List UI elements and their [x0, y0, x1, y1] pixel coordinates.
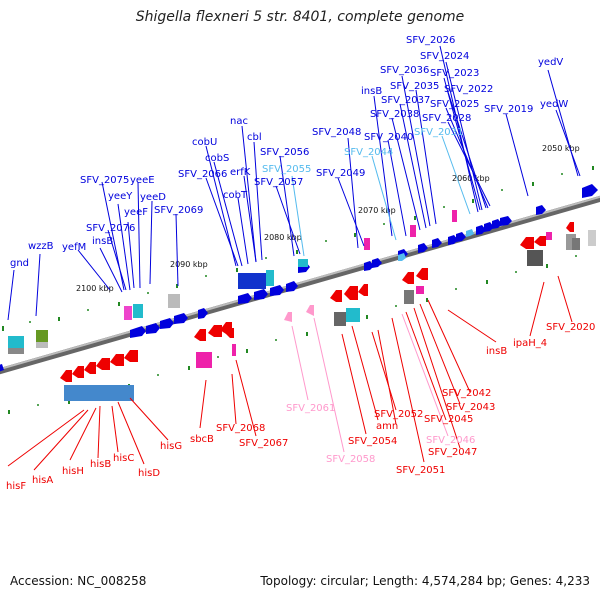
gene-label: SFV_2022	[444, 84, 493, 95]
tick-label: 2050 kbp	[542, 144, 580, 153]
gene-label: yeeE	[130, 175, 155, 186]
gene-label: SFV_2052	[374, 409, 423, 420]
forward-gene-labels: gnd wzzB yefM insB SFV_2076 yeeF yeeY SF…	[10, 35, 568, 269]
pseudo-label-lines	[291, 313, 449, 453]
gene-label: SFV_2056	[260, 147, 309, 158]
gene-label: ipaH_4	[513, 338, 547, 349]
gene-label: yeeF	[124, 207, 148, 218]
gene-label: SFV_2076	[86, 223, 135, 234]
kbp-labels: 2050 kbp 2060 kbp 2070 kbp 2080 kbp 2090…	[76, 144, 580, 293]
gene-label: SFV_2038	[370, 109, 419, 120]
gene-label: SFV_2020	[546, 322, 595, 333]
tick-label: 2060 kbp	[452, 174, 490, 183]
gene-label: SFV_2067	[239, 438, 288, 449]
gene-label: SFV_2028	[422, 113, 471, 124]
gene-label: SFV_2046	[426, 435, 475, 446]
gene-label: SFV_2035	[390, 81, 439, 92]
gene-label: yedW	[540, 99, 568, 110]
gene-label: SFV_2061	[286, 403, 335, 414]
forward-label-lines	[7, 45, 581, 321]
forward-gene-blocks	[8, 210, 596, 354]
gene-label: SFV_2068	[216, 423, 265, 434]
tick-label: 2080 kbp	[264, 233, 302, 242]
gene-label: hisG	[160, 441, 182, 452]
gene-label: cobT	[223, 190, 248, 201]
genome-title: Shigella flexneri 5 str. 8401, complete …	[135, 9, 465, 25]
gene-label: SFV_2043	[446, 402, 495, 413]
gene-label: hisB	[90, 459, 111, 470]
tick-label: 2070 kbp	[358, 206, 396, 215]
reverse-label-lines	[7, 275, 573, 471]
gene-label: yefM	[62, 242, 86, 253]
gene-label: yeeD	[140, 192, 166, 203]
gene-label: SFV_2040	[364, 132, 413, 143]
gene-label: cobU	[192, 137, 217, 148]
gene-label: hisA	[32, 475, 53, 486]
tick-track	[2, 166, 594, 414]
gene-label: insB	[486, 346, 507, 357]
gene-label: hisD	[138, 468, 160, 479]
gene-label: SFV_2047	[428, 447, 477, 458]
gene-label: SFV_2055	[262, 164, 311, 175]
gene-label: SFV_2069	[154, 205, 203, 216]
gene-label: SFV_2075	[80, 175, 129, 186]
gene-label: nac	[230, 116, 248, 127]
gene-label: yedV	[538, 57, 563, 68]
gene-label: amn	[376, 421, 398, 432]
genome-summary-text: Topology: circular; Length: 4,574,284 bp…	[260, 574, 590, 588]
gene-label: erfK	[230, 167, 251, 178]
gene-label: sbcB	[190, 434, 214, 445]
gene-label: wzzB	[28, 241, 54, 252]
gene-label: cbl	[247, 132, 262, 143]
reverse-gene-labels: hisF hisA hisH hisB hisC hisD hisG sbcB …	[6, 322, 595, 492]
gene-label: hisC	[113, 453, 134, 464]
reverse-gene-blocks	[64, 232, 580, 401]
gene-label: gnd	[10, 258, 29, 269]
pseudo-reverse-genes	[284, 305, 314, 322]
reverse-gene-arrows	[60, 222, 574, 382]
gene-label: SFV_2057	[254, 177, 303, 188]
gene-label: SFV_2031	[414, 127, 463, 138]
gene-label: hisF	[6, 481, 26, 492]
gene-label: cobS	[205, 153, 229, 164]
gene-label: SFV_2051	[396, 465, 445, 476]
gene-label: SFV_2049	[316, 168, 365, 179]
gene-label: SFV_2023	[430, 68, 479, 79]
forward-gene-arrows	[0, 184, 598, 372]
highlighted-forward-genes	[398, 229, 474, 261]
gene-label: SFV_2066	[178, 169, 227, 180]
gene-label: SFV_2048	[312, 127, 361, 138]
gene-label: SFV_2058	[326, 454, 375, 465]
tick-label: 2090 kbp	[170, 260, 208, 269]
gene-label: SFV_2045	[424, 414, 473, 425]
gene-label: insB	[92, 236, 113, 247]
gene-label: yeeY	[108, 191, 133, 202]
gene-label: SFV_2025	[430, 99, 479, 110]
gene-label: SFV_2042	[442, 388, 491, 399]
gene-label: SFV_2019	[484, 104, 533, 115]
gene-label: SFV_2037	[381, 95, 430, 106]
gene-label: SFV_2026	[406, 35, 455, 46]
gene-label: SFV_2036	[380, 65, 429, 76]
gene-label: hisH	[62, 466, 84, 477]
gene-label: SFV_2024	[420, 51, 469, 62]
small-dots	[29, 173, 577, 406]
gene-label: insB	[361, 86, 382, 97]
gene-label: SFV_2054	[348, 436, 397, 447]
gene-label: SFV_2044	[344, 147, 393, 158]
highlight-label-lines	[291, 135, 471, 257]
accession-text: Accession: NC_008258	[10, 574, 147, 588]
tick-label: 2100 kbp	[76, 284, 114, 293]
